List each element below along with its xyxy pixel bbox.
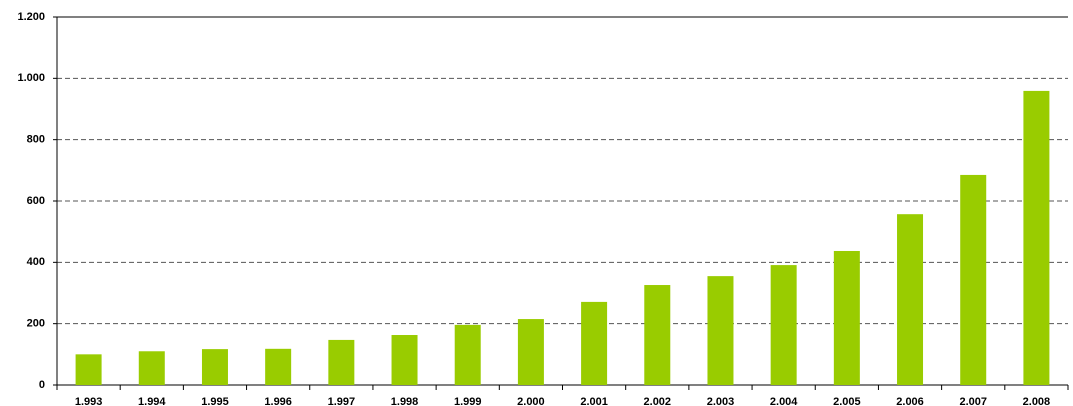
- y-tick-label: 0: [39, 379, 45, 391]
- bar: [707, 276, 734, 385]
- bar: [75, 354, 102, 385]
- x-tick-label: 1.997: [328, 396, 356, 406]
- x-tick-label: 2.004: [770, 396, 798, 406]
- x-tick-label: 2.008: [1023, 396, 1051, 406]
- y-tick-label: 1.200: [17, 11, 45, 23]
- bar: [391, 335, 418, 385]
- x-tick-label: 1.998: [391, 396, 419, 406]
- x-tick-label: 2.007: [959, 396, 987, 406]
- y-tick-label: 800: [27, 134, 45, 146]
- bar: [1023, 90, 1050, 385]
- y-tick-label: 200: [27, 318, 45, 330]
- bar: [581, 301, 608, 385]
- x-tick-label: 2.003: [707, 396, 735, 406]
- bar: [897, 214, 924, 385]
- x-tick-label: 1.996: [264, 396, 292, 406]
- x-tick-label: 2.006: [896, 396, 924, 406]
- bar: [960, 174, 987, 385]
- bar: [644, 285, 671, 385]
- x-tick-label: 1.993: [75, 396, 103, 406]
- bar: [517, 319, 544, 385]
- y-tick-label: 1.000: [17, 72, 45, 84]
- x-tick-label: 1.995: [201, 396, 229, 406]
- bar: [201, 349, 228, 385]
- x-tick-label: 2.005: [833, 396, 861, 406]
- x-tick-label: 2.002: [644, 396, 672, 406]
- bar: [138, 351, 165, 385]
- y-tick-label: 400: [27, 256, 45, 268]
- bar: [770, 265, 797, 385]
- bar: [454, 324, 481, 385]
- y-tick-label: 600: [27, 195, 45, 207]
- x-tick-label: 1.999: [454, 396, 482, 406]
- x-tick-label: 1.994: [138, 396, 166, 406]
- x-tick-label: 2.000: [517, 396, 545, 406]
- x-tick-label: 2.001: [580, 396, 608, 406]
- bar: [328, 339, 355, 385]
- bar: [265, 348, 292, 385]
- bar: [833, 250, 860, 385]
